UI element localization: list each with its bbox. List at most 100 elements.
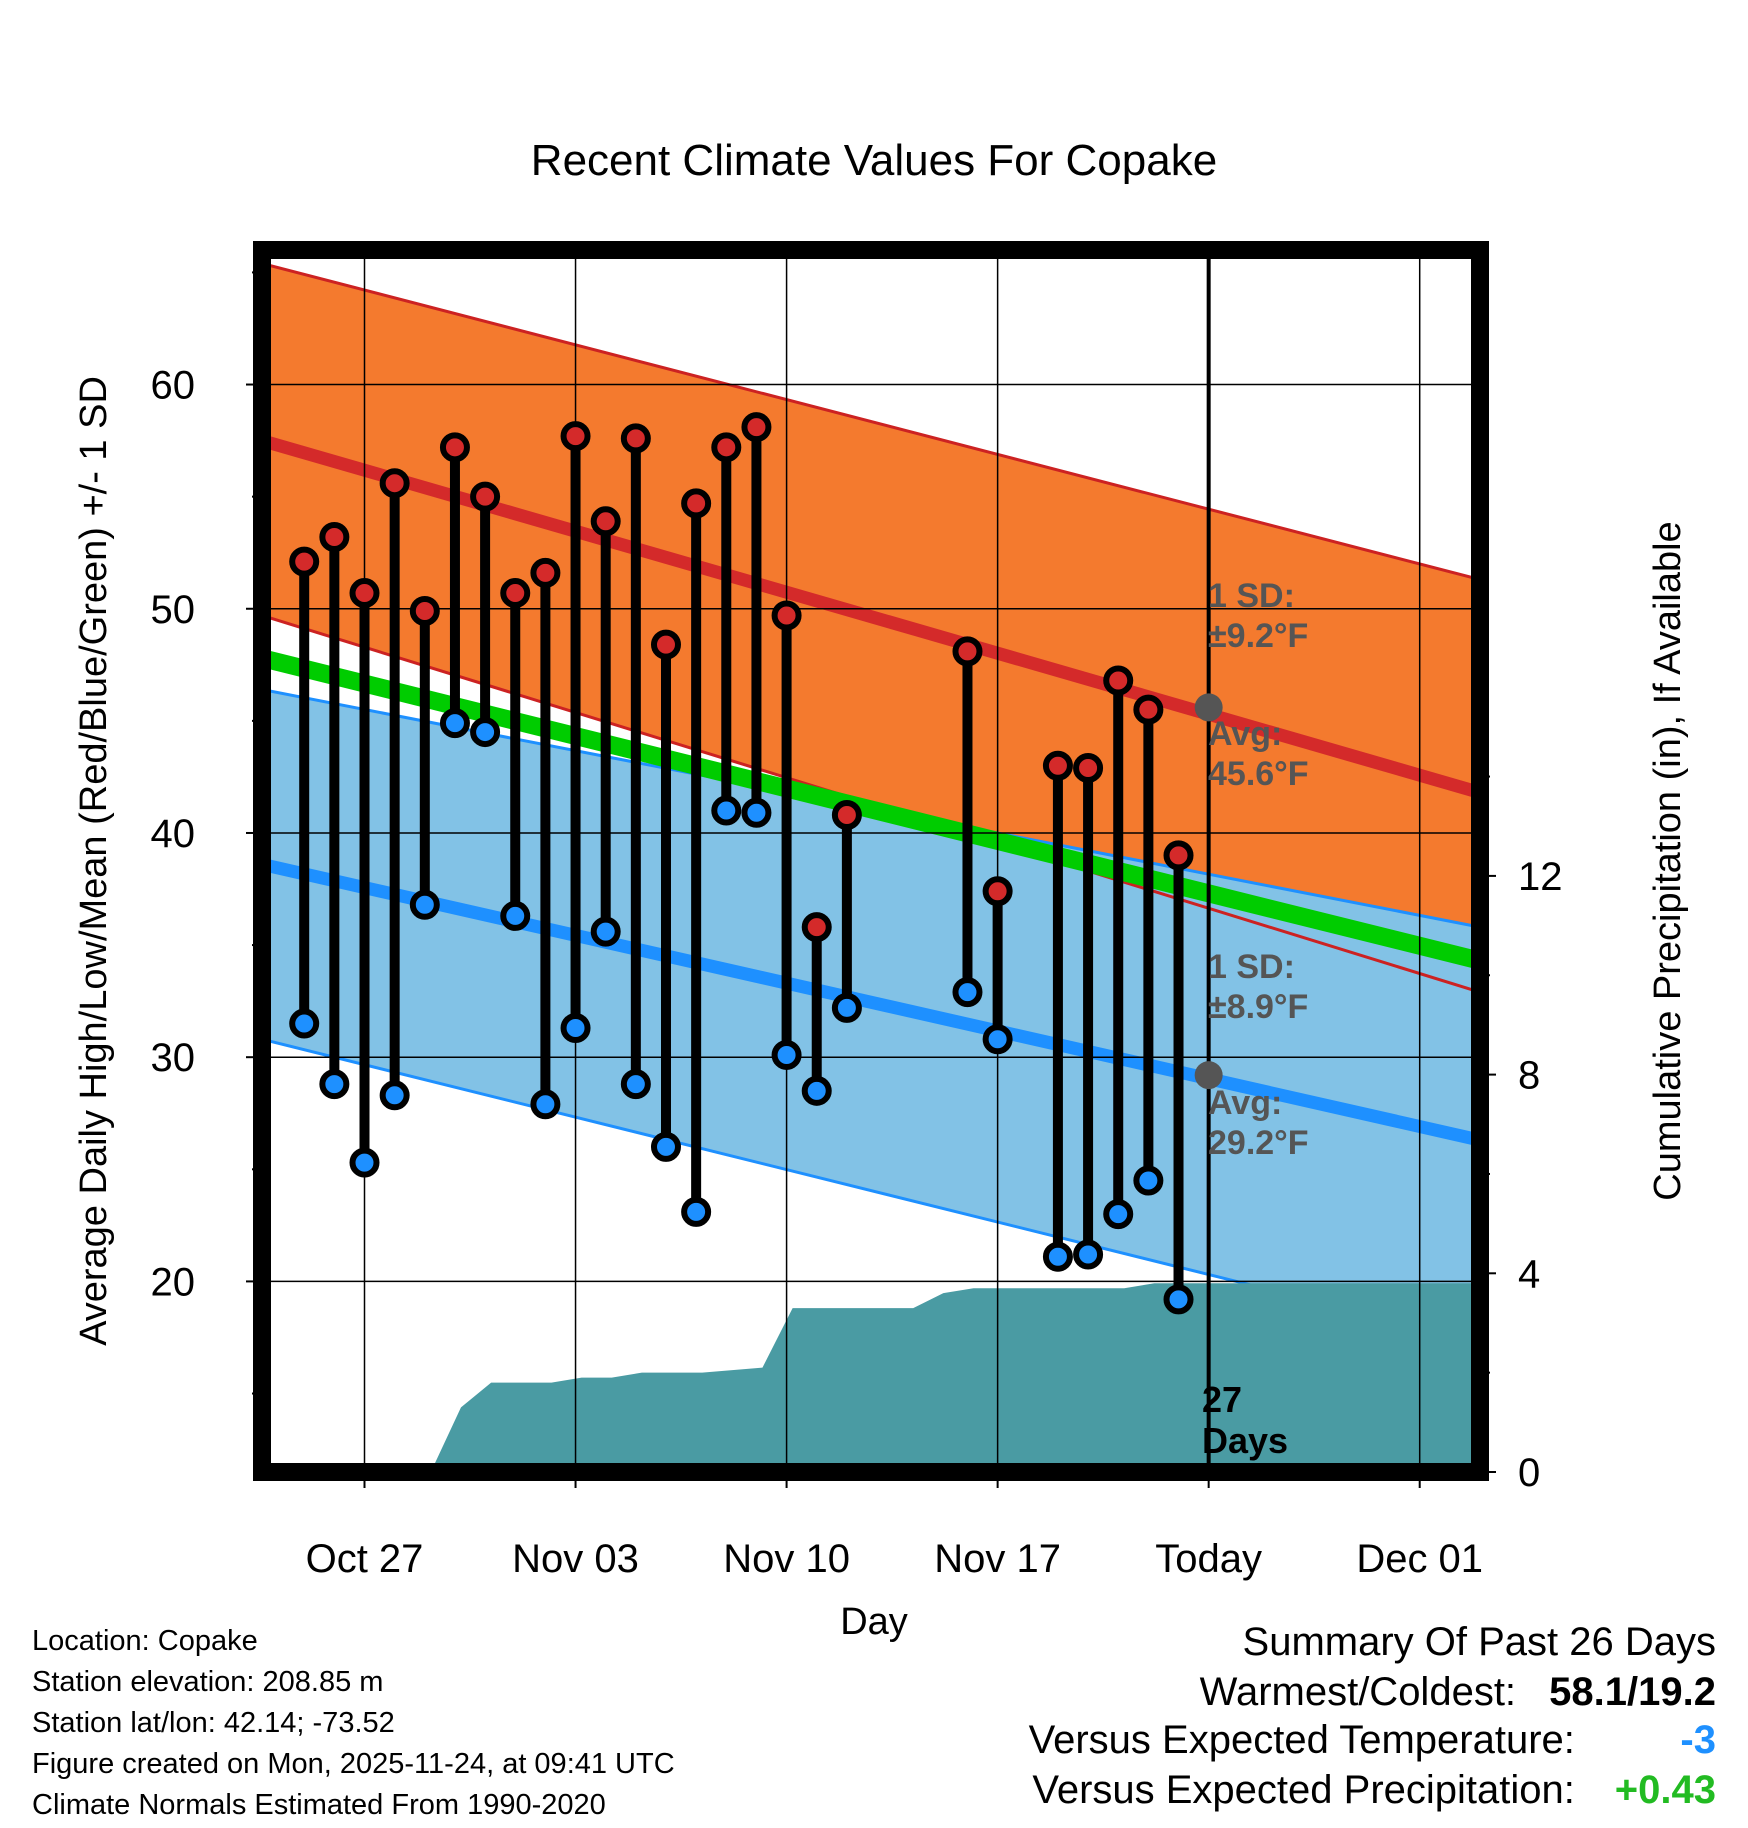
today-low-avg-dot xyxy=(1194,1061,1223,1090)
x-tick-label-oct-27: Oct 27 xyxy=(306,1537,424,1581)
obs-low-point xyxy=(530,1089,561,1120)
obs-high-point xyxy=(409,595,440,626)
obs-low-point xyxy=(831,992,862,1023)
obs-low-point xyxy=(349,1147,380,1178)
y-axis-label-right: Cumulative Precipitation (in), If Availa… xyxy=(1647,521,1689,1200)
low-avg-label: Avg: xyxy=(1208,1084,1282,1122)
x-axis-label: Day xyxy=(840,1601,908,1643)
summary-title: Summary Of Past 26 Days xyxy=(1242,1620,1716,1664)
x-tick-label-nov-17: Nov 17 xyxy=(934,1537,1061,1581)
obs-high-point xyxy=(741,412,772,443)
temp-label: Versus Expected Temperature: xyxy=(1028,1718,1575,1762)
annotations: 1 SD: ±9.2°F Avg: 45.6°F 1 SD: ±8.9°F Av… xyxy=(1202,577,1309,1461)
info-created: Figure created on Mon, 2025-11-24, at 09… xyxy=(32,1748,675,1780)
obs-high-point xyxy=(1073,752,1104,783)
days-label: Days xyxy=(1202,1420,1288,1461)
obs-high-point xyxy=(1133,694,1164,725)
summary-warm-cold: Warmest/Coldest: 58.1/19.2 xyxy=(1200,1670,1716,1715)
station-info: Location: Copake Station elevation: 208.… xyxy=(32,1624,675,1822)
obs-low-point xyxy=(1042,1241,1073,1272)
low-avg-value: 29.2°F xyxy=(1208,1124,1309,1162)
obs-high-point xyxy=(831,800,862,831)
obs-high-point xyxy=(379,468,410,499)
obs-high-point xyxy=(1163,840,1194,871)
warm-cold-value: 58.1/19.2 xyxy=(1549,1670,1716,1714)
right-tick-label-0: 0 xyxy=(1518,1451,1540,1495)
high-avg-label: Avg: xyxy=(1208,715,1282,753)
obs-low-point xyxy=(470,717,501,748)
right-tick-label-8: 8 xyxy=(1518,1054,1540,1098)
obs-low-point xyxy=(1073,1239,1104,1270)
obs-low-point xyxy=(771,1039,802,1070)
left-tick-label-30: 30 xyxy=(151,1036,196,1080)
obs-low-point xyxy=(500,900,531,931)
left-tick-label-20: 20 xyxy=(151,1260,196,1304)
obs-high-point xyxy=(771,600,802,631)
info-elevation: Station elevation: 208.85 m xyxy=(32,1666,384,1698)
obs-low-point xyxy=(801,1075,832,1106)
x-tick-label-nov-10: Nov 10 xyxy=(723,1537,850,1581)
obs-low-point xyxy=(560,1013,591,1044)
plot-frame xyxy=(253,241,1489,1481)
y-axis-label-left: Average Daily High/Low/Mean (Red/Blue/Gr… xyxy=(73,376,115,1346)
obs-low-point xyxy=(620,1069,651,1100)
obs-low-point xyxy=(439,708,470,739)
obs-low-point xyxy=(1103,1199,1134,1230)
low-sd-label: 1 SD: xyxy=(1208,948,1295,986)
warm-cold-label: Warmest/Coldest: xyxy=(1199,1670,1517,1714)
chart-title: Recent Climate Values For Copake xyxy=(531,136,1217,185)
obs-low-point xyxy=(319,1069,350,1100)
temp-value: -3 xyxy=(1680,1718,1716,1762)
obs-low-point xyxy=(289,1008,320,1039)
x-tick-label-nov-03: Nov 03 xyxy=(512,1537,639,1581)
summary-temp: Versus Expected Temperature: -3 xyxy=(1029,1718,1716,1763)
obs-low-point xyxy=(1163,1284,1194,1315)
obs-low-point xyxy=(681,1196,712,1227)
obs-low-point xyxy=(982,1024,1013,1055)
high-avg-value: 45.6°F xyxy=(1208,755,1309,793)
obs-low-point xyxy=(711,795,742,826)
right-tick-label-4: 4 xyxy=(1518,1252,1540,1296)
summary-precip: Versus Expected Precipitation: +0.43 xyxy=(1032,1768,1716,1813)
obs-high-point xyxy=(319,522,350,553)
high-avg-line xyxy=(262,434,1480,799)
x-tick-label-today: Today xyxy=(1155,1537,1262,1581)
obs-low-point xyxy=(409,889,440,920)
precip-value: +0.43 xyxy=(1614,1768,1716,1812)
today-high-avg-dot xyxy=(1194,693,1223,722)
info-normals: Climate Normals Estimated From 1990-2020 xyxy=(32,1789,606,1821)
obs-low-point xyxy=(650,1131,681,1162)
obs-low-point xyxy=(1133,1165,1164,1196)
mean-avg-line xyxy=(262,649,1480,970)
high-sd-label: 1 SD: xyxy=(1208,577,1295,615)
obs-low-point xyxy=(590,916,621,947)
obs-high-point xyxy=(1103,665,1134,696)
obs-high-point xyxy=(681,488,712,519)
x-tick-label-dec-01: Dec 01 xyxy=(1356,1537,1483,1581)
obs-high-point xyxy=(470,481,501,512)
days-count: 27 xyxy=(1202,1379,1242,1420)
obs-high-point xyxy=(650,629,681,660)
high-sd-value: ±9.2°F xyxy=(1208,617,1308,655)
obs-high-point xyxy=(439,432,470,463)
obs-high-point xyxy=(801,912,832,943)
low-sd-value: ±8.9°F xyxy=(1208,988,1308,1026)
info-latlon: Station lat/lon: 42.14; -73.52 xyxy=(32,1707,395,1739)
summary-panel: Summary Of Past 26 Days Warmest/Coldest:… xyxy=(916,1620,1716,1820)
obs-high-point xyxy=(530,557,561,588)
precip-label: Versus Expected Precipitation: xyxy=(1032,1768,1575,1812)
left-tick-label-40: 40 xyxy=(151,812,196,856)
precip-area xyxy=(262,1283,1480,1472)
low-avg-line xyxy=(262,858,1480,1147)
obs-high-point xyxy=(289,546,320,577)
obs-high-point xyxy=(982,876,1013,907)
obs-high-point xyxy=(620,423,651,454)
left-tick-label-60: 60 xyxy=(151,364,196,408)
obs-low-point xyxy=(952,977,983,1008)
obs-high-point xyxy=(1042,750,1073,781)
high-sd-upper-line xyxy=(262,262,1480,582)
obs-low-point xyxy=(741,797,772,828)
obs-high-point xyxy=(711,432,742,463)
obs-high-point xyxy=(952,636,983,667)
